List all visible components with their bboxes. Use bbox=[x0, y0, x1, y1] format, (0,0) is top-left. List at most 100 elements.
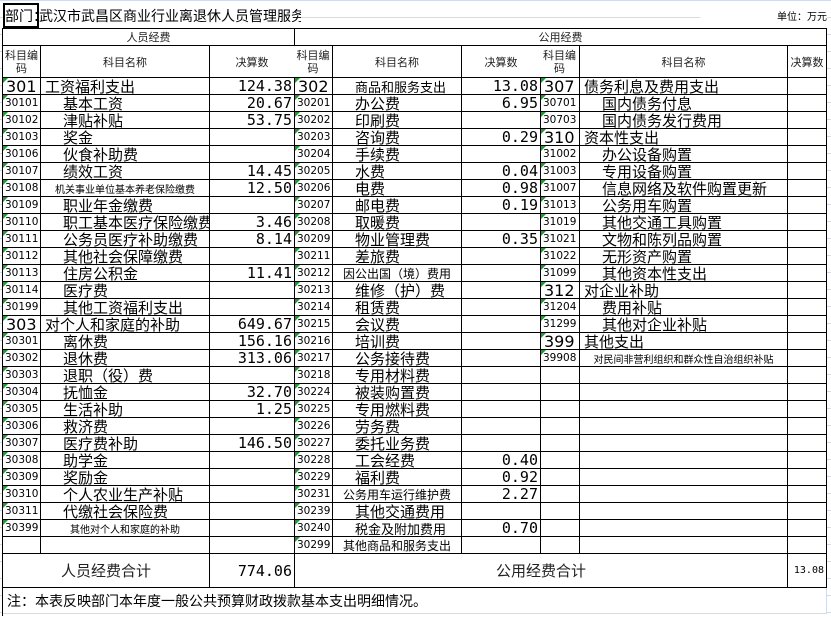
row-code[interactable]: 30703 bbox=[541, 112, 580, 129]
row-amount[interactable] bbox=[788, 333, 827, 350]
row-code[interactable]: 31204 bbox=[541, 299, 580, 316]
row-name[interactable]: 国内债务付息 bbox=[580, 95, 788, 112]
row-code[interactable]: 30111 bbox=[3, 231, 41, 248]
row-name[interactable]: 其他工资福利支出 bbox=[41, 299, 210, 316]
row-code[interactable]: 30227 bbox=[295, 435, 333, 452]
row-code[interactable]: 30226 bbox=[295, 418, 333, 435]
row-name[interactable]: 机关事业单位基本养老保险缴费 bbox=[41, 180, 210, 197]
row-amount[interactable]: 0.35 bbox=[462, 231, 541, 248]
row-code[interactable]: 307 bbox=[541, 78, 580, 95]
row-name[interactable]: 专用设备购置 bbox=[580, 163, 788, 180]
row-amount[interactable]: 0.92 bbox=[462, 469, 541, 486]
row-amount[interactable] bbox=[788, 520, 827, 537]
row-code[interactable] bbox=[3, 537, 41, 554]
row-amount[interactable]: 32.70 bbox=[210, 384, 295, 401]
row-amount[interactable] bbox=[462, 367, 541, 384]
row-amount[interactable] bbox=[462, 248, 541, 265]
row-code[interactable]: 39908 bbox=[541, 350, 580, 367]
row-amount[interactable] bbox=[788, 146, 827, 163]
row-code[interactable]: 30108 bbox=[3, 180, 41, 197]
row-code[interactable]: 30203 bbox=[295, 129, 333, 146]
row-code[interactable]: 30216 bbox=[295, 333, 333, 350]
row-name[interactable]: 专用材料费 bbox=[333, 367, 462, 384]
row-code[interactable] bbox=[541, 418, 580, 435]
row-amount[interactable]: 1.25 bbox=[210, 401, 295, 418]
row-amount[interactable] bbox=[210, 197, 295, 214]
row-name[interactable]: 国内债务发行费用 bbox=[580, 112, 788, 129]
row-name[interactable] bbox=[580, 435, 788, 452]
row-code[interactable]: 30209 bbox=[295, 231, 333, 248]
row-amount[interactable] bbox=[210, 452, 295, 469]
row-amount[interactable] bbox=[788, 231, 827, 248]
row-name[interactable] bbox=[580, 452, 788, 469]
row-amount[interactable] bbox=[788, 367, 827, 384]
row-code[interactable]: 30310 bbox=[3, 486, 41, 503]
row-amount[interactable]: 0.04 bbox=[462, 163, 541, 180]
row-code[interactable]: 302 bbox=[295, 78, 333, 95]
row-code[interactable]: 301 bbox=[3, 78, 41, 95]
row-name[interactable] bbox=[580, 367, 788, 384]
row-name[interactable]: 医疗费补助 bbox=[41, 435, 210, 452]
row-name[interactable]: 津贴补贴 bbox=[41, 112, 210, 129]
row-name[interactable]: 其他对企业补贴 bbox=[580, 316, 788, 333]
row-name[interactable]: 退职（役）费 bbox=[41, 367, 210, 384]
row-code[interactable]: 30311 bbox=[3, 503, 41, 520]
row-code[interactable]: 30225 bbox=[295, 401, 333, 418]
row-code[interactable]: 30302 bbox=[3, 350, 41, 367]
row-code[interactable]: 30102 bbox=[3, 112, 41, 129]
row-code[interactable] bbox=[541, 520, 580, 537]
row-name[interactable] bbox=[580, 537, 788, 554]
row-code[interactable]: 30206 bbox=[295, 180, 333, 197]
row-amount[interactable] bbox=[210, 469, 295, 486]
row-code[interactable]: 30107 bbox=[3, 163, 41, 180]
row-amount[interactable]: 20.67 bbox=[210, 95, 295, 112]
row-code[interactable]: 30218 bbox=[295, 367, 333, 384]
row-amount[interactable]: 156.16 bbox=[210, 333, 295, 350]
row-name[interactable]: 其他交通费用 bbox=[333, 503, 462, 520]
row-name[interactable]: 退休费 bbox=[41, 350, 210, 367]
row-name[interactable]: 公务接待费 bbox=[333, 350, 462, 367]
row-name[interactable]: 水费 bbox=[333, 163, 462, 180]
row-amount[interactable] bbox=[210, 367, 295, 384]
row-name[interactable] bbox=[41, 537, 210, 554]
row-amount[interactable]: 0.19 bbox=[462, 197, 541, 214]
row-name[interactable]: 办公费 bbox=[333, 95, 462, 112]
row-name[interactable]: 因公出国（境）费用 bbox=[333, 265, 462, 282]
row-code[interactable]: 30202 bbox=[295, 112, 333, 129]
row-code[interactable]: 30239 bbox=[295, 503, 333, 520]
row-code[interactable]: 31299 bbox=[541, 316, 580, 333]
row-code[interactable]: 30109 bbox=[3, 197, 41, 214]
row-code[interactable]: 303 bbox=[3, 316, 41, 333]
row-name[interactable] bbox=[580, 384, 788, 401]
row-name[interactable]: 无形资产购置 bbox=[580, 248, 788, 265]
row-name[interactable]: 咨询费 bbox=[333, 129, 462, 146]
row-amount[interactable] bbox=[788, 469, 827, 486]
row-amount[interactable] bbox=[788, 248, 827, 265]
row-code[interactable]: 30231 bbox=[295, 486, 333, 503]
row-name[interactable]: 奖励金 bbox=[41, 469, 210, 486]
row-name[interactable] bbox=[580, 418, 788, 435]
row-name[interactable]: 文物和陈列品购置 bbox=[580, 231, 788, 248]
row-code[interactable] bbox=[541, 367, 580, 384]
row-name[interactable]: 公务员医疗补助缴费 bbox=[41, 231, 210, 248]
row-amount[interactable] bbox=[210, 503, 295, 520]
row-code[interactable]: 30199 bbox=[3, 299, 41, 316]
row-amount[interactable]: 11.41 bbox=[210, 265, 295, 282]
row-name[interactable]: 资本性支出 bbox=[580, 129, 788, 146]
row-name[interactable]: 办公设备购置 bbox=[580, 146, 788, 163]
row-amount[interactable] bbox=[788, 350, 827, 367]
row-code[interactable]: 30305 bbox=[3, 401, 41, 418]
row-amount[interactable]: 6.95 bbox=[462, 95, 541, 112]
row-code[interactable]: 31099 bbox=[541, 265, 580, 282]
row-name[interactable]: 公务用车运行维护费 bbox=[333, 486, 462, 503]
row-name[interactable]: 住房公积金 bbox=[41, 265, 210, 282]
row-amount[interactable] bbox=[210, 486, 295, 503]
row-code[interactable]: 30201 bbox=[295, 95, 333, 112]
row-amount[interactable]: 0.98 bbox=[462, 180, 541, 197]
row-amount[interactable]: 124.38 bbox=[210, 78, 295, 95]
row-code[interactable]: 310 bbox=[541, 129, 580, 146]
row-amount[interactable] bbox=[210, 418, 295, 435]
row-amount[interactable]: 0.29 bbox=[462, 129, 541, 146]
row-code[interactable]: 30113 bbox=[3, 265, 41, 282]
row-code[interactable]: 30215 bbox=[295, 316, 333, 333]
